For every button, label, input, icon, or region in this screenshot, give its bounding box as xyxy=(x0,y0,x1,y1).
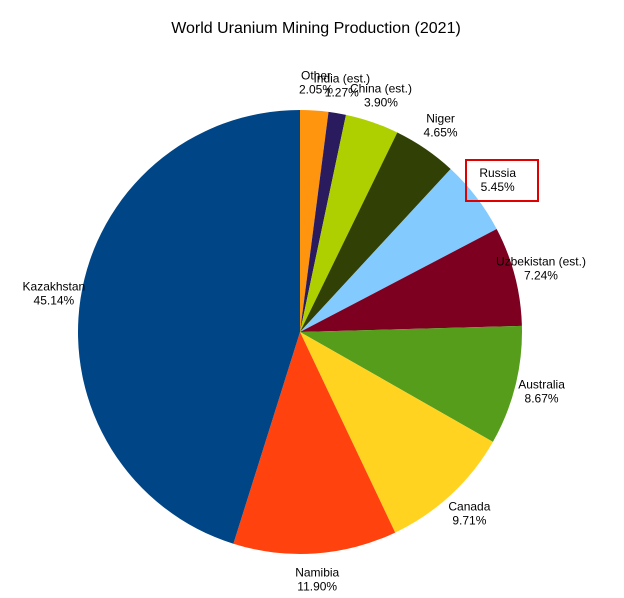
slice xyxy=(300,325,522,442)
slice-label: Other xyxy=(301,69,331,83)
value-label: 8.67% xyxy=(525,392,559,406)
value-label: 7.24% xyxy=(524,268,558,282)
slice xyxy=(300,110,329,332)
slice xyxy=(233,332,396,554)
value-label: 5.45% xyxy=(481,180,515,194)
value-label: 45.14% xyxy=(34,293,75,307)
slice xyxy=(300,111,346,332)
slice xyxy=(300,114,398,332)
slice-label: Kazakhstan xyxy=(23,279,86,293)
slice-label: Namibia xyxy=(295,566,339,580)
slice-label: Australia xyxy=(518,378,565,392)
slice-label: Canada xyxy=(448,500,490,514)
slice xyxy=(300,332,493,533)
slice xyxy=(300,132,451,332)
chart-title: World Uranium Mining Production (2021) xyxy=(171,20,461,37)
slice xyxy=(78,110,300,544)
slice-label: Russia xyxy=(479,166,516,180)
value-label: 11.90% xyxy=(297,580,337,594)
value-label: 9.71% xyxy=(452,514,486,528)
pie xyxy=(78,110,522,554)
value-label: 4.65% xyxy=(424,126,458,140)
highlight-box xyxy=(465,159,539,202)
slice-label: Uzbekistan (est.) xyxy=(496,254,586,268)
slice xyxy=(300,168,497,332)
slice-label: Niger xyxy=(426,112,455,126)
slice xyxy=(300,229,522,332)
value-label: 3.90% xyxy=(364,96,398,110)
slice-label: India (est.) xyxy=(313,72,370,86)
slice-label: China (est.) xyxy=(350,82,412,96)
value-label: 1.27% xyxy=(325,86,359,100)
value-label: 2.05% xyxy=(299,83,333,97)
